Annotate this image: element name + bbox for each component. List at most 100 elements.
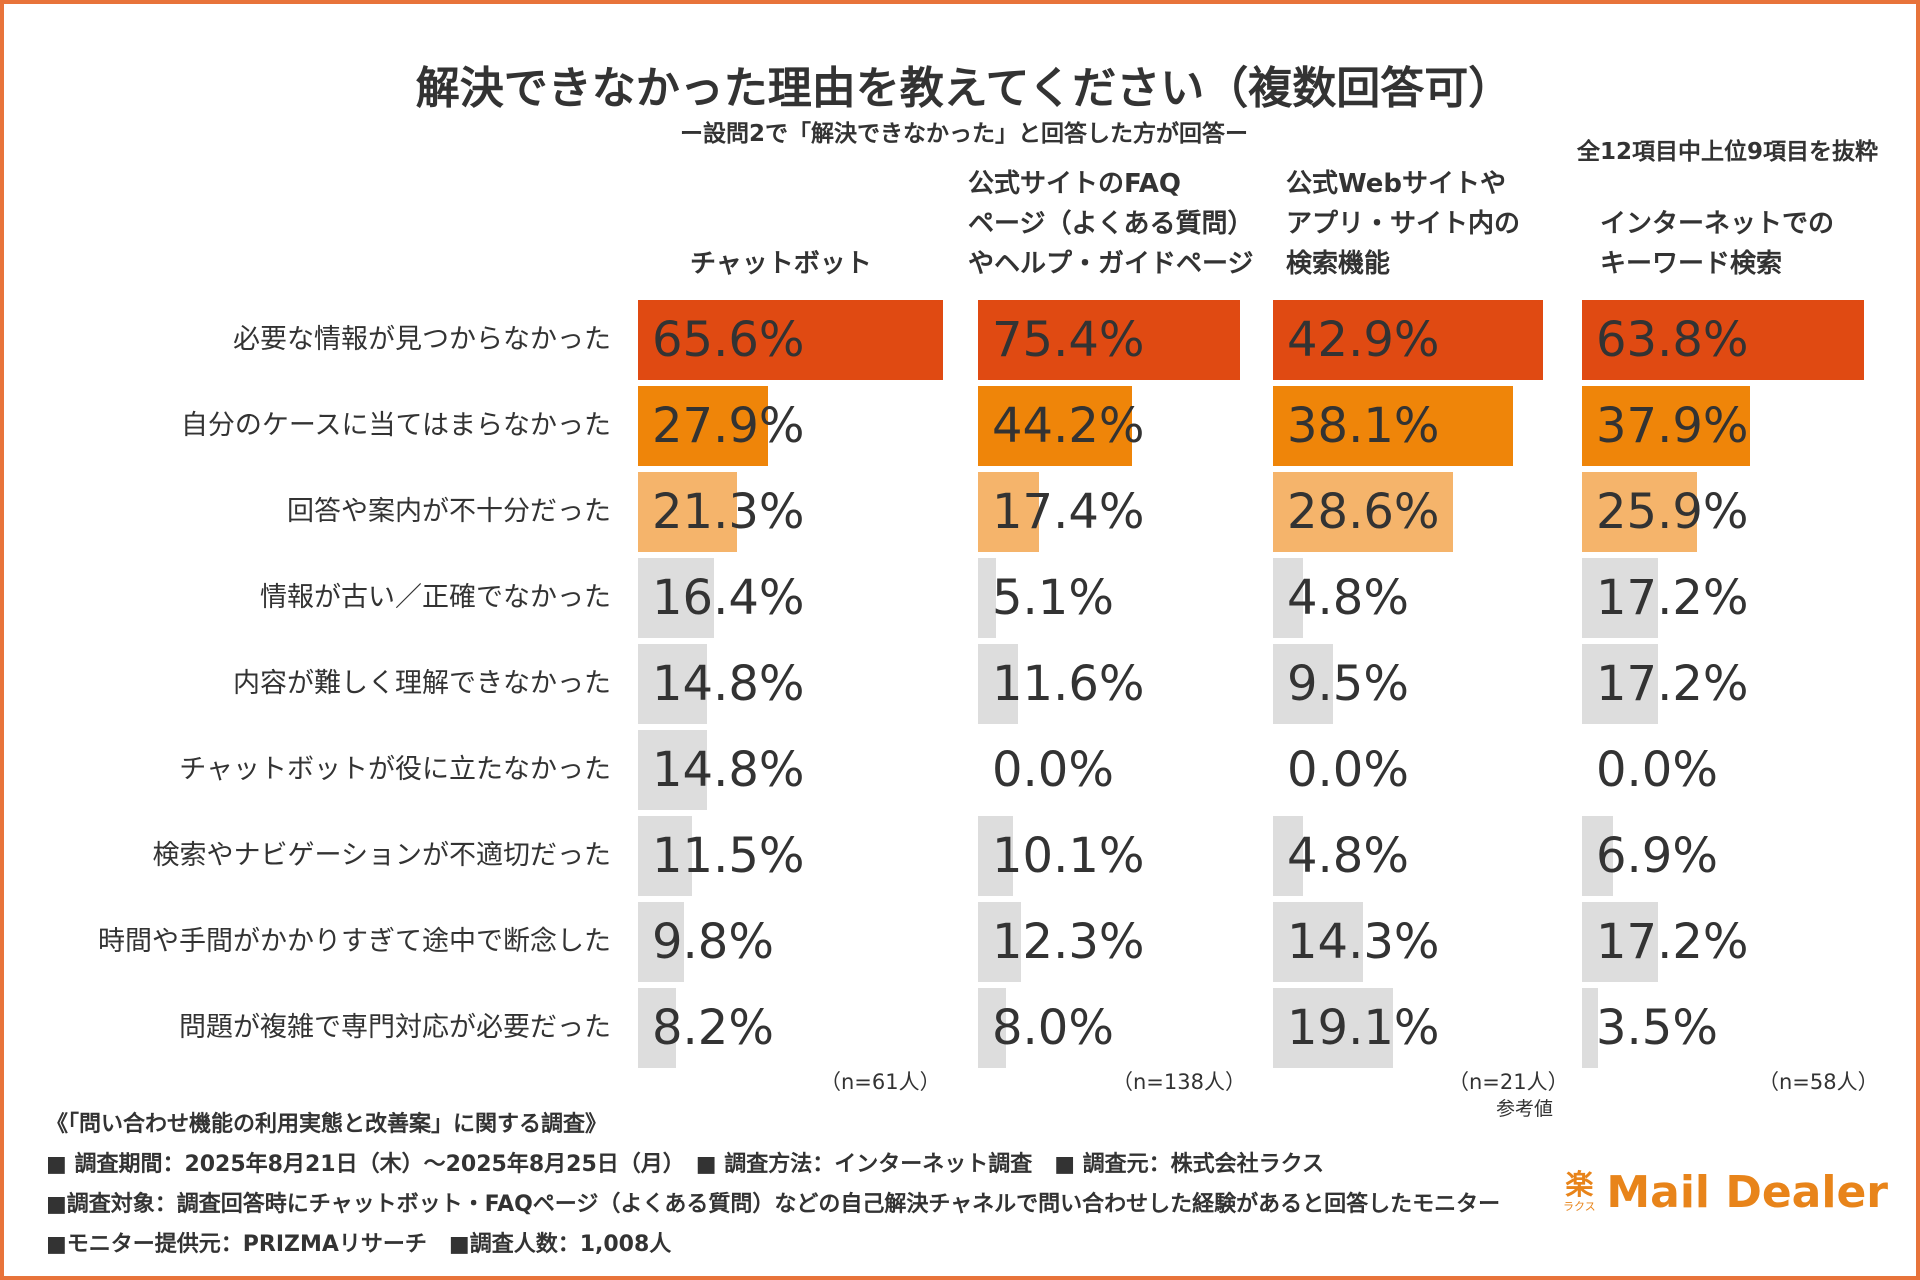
- data-label: 11.5%: [652, 828, 805, 884]
- data-label: 9.5%: [1287, 656, 1409, 712]
- data-label: 5.1%: [992, 570, 1114, 626]
- data-label: 21.3%: [652, 484, 805, 540]
- bar: [638, 386, 768, 466]
- data-label: 0.0%: [992, 742, 1114, 798]
- data-label: 28.6%: [1287, 484, 1440, 540]
- sample-size-label: （n=58人）: [1758, 1070, 1879, 1094]
- sample-size-label: （n=138人）: [1112, 1070, 1246, 1094]
- rakus-logo-mark: 楽 ラクス: [1560, 1166, 1598, 1218]
- sample-size-label: （n=61人）: [820, 1070, 941, 1094]
- bar: [1582, 472, 1697, 552]
- column-header-line: キーワード検索: [1600, 249, 1783, 279]
- column-header-line: 公式サイトのFAQ: [968, 169, 1182, 199]
- bar: [1273, 902, 1363, 982]
- column-header-3: 公式Webサイトや アプリ・サイト内の 検索機能: [1286, 164, 1520, 284]
- bar: [638, 472, 737, 552]
- column-header-1: チャットボット: [690, 244, 872, 284]
- data-label: 63.8%: [1596, 312, 1749, 368]
- logo-mark-sub: ラクス: [1563, 1200, 1596, 1213]
- bar: [1273, 558, 1304, 638]
- survey-info-line-3: ■モニター提供元：PRIZMAリサーチ ■調査人数：1,008人: [46, 1232, 672, 1257]
- bar: [978, 472, 1039, 552]
- data-label: 27.9%: [652, 398, 805, 454]
- sample-size-label: （n=21人）: [1448, 1070, 1569, 1094]
- data-label: 17.2%: [1596, 656, 1749, 712]
- data-label: 4.8%: [1287, 828, 1409, 884]
- bar: [978, 902, 1021, 982]
- column-header-line: 公式Webサイトや: [1286, 169, 1506, 199]
- bar: [1273, 816, 1304, 896]
- selection-note: 全12項目中上位9項目を抜粋: [1576, 139, 1878, 165]
- data-label: 38.1%: [1287, 398, 1440, 454]
- data-label: 11.6%: [992, 656, 1145, 712]
- bar: [978, 816, 1014, 896]
- data-label: 44.2%: [992, 398, 1145, 454]
- data-label: 14.8%: [652, 656, 805, 712]
- bar: [1582, 644, 1658, 724]
- bar: [1582, 300, 1864, 380]
- row-label: 自分のケースに当てはまらなかった: [180, 410, 611, 441]
- data-label: 65.6%: [652, 312, 805, 368]
- bar: [638, 558, 715, 638]
- bar: [978, 558, 996, 638]
- chart-title: 解決できなかった理由を教えてください（複数回答可）: [415, 63, 1513, 114]
- row-label: 必要な情報が見つからなかった: [233, 324, 611, 355]
- data-label: 75.4%: [992, 312, 1145, 368]
- data-label: 17.2%: [1596, 914, 1749, 970]
- bar: [978, 644, 1019, 724]
- bar: [1582, 386, 1750, 466]
- bar: [638, 902, 684, 982]
- row-label: 検索やナビゲーションが不適切だった: [152, 840, 611, 871]
- data-label: 8.2%: [652, 1000, 774, 1056]
- data-label: 14.8%: [652, 742, 805, 798]
- bar: [1273, 988, 1394, 1068]
- bar: [638, 644, 707, 724]
- survey-info-line-1: ■ 調査期間：2025年8月21日（木）〜2025年8月25日（月） ■ 調査方…: [46, 1152, 1324, 1177]
- row-label: 問題が複雑で専門対応が必要だった: [179, 1012, 611, 1043]
- data-label: 17.4%: [992, 484, 1145, 540]
- data-label: 8.0%: [992, 1000, 1114, 1056]
- row-label: 情報が古い／正確でなかった: [260, 582, 611, 613]
- column-header-line: チャットボット: [690, 249, 872, 279]
- row-label: チャットボットが役に立たなかった: [179, 754, 611, 785]
- bar: [978, 386, 1132, 466]
- column-header-line: 検索機能: [1286, 249, 1391, 279]
- column-header-line: インターネットでの: [1600, 209, 1835, 239]
- data-label: 10.1%: [992, 828, 1145, 884]
- survey-title: 《「問い合わせ機能の利用実態と改善案」に関する調査》: [46, 1112, 608, 1137]
- bar: [1273, 300, 1543, 380]
- bar: [638, 816, 692, 896]
- data-label: 3.5%: [1596, 1000, 1718, 1056]
- data-label: 0.0%: [1287, 742, 1409, 798]
- data-label: 6.9%: [1596, 828, 1718, 884]
- data-label: 17.2%: [1596, 570, 1749, 626]
- bar: [978, 300, 1240, 380]
- data-label: 16.4%: [652, 570, 805, 626]
- data-label: 12.3%: [992, 914, 1145, 970]
- bar: [978, 988, 1006, 1068]
- bar: [1273, 472, 1453, 552]
- data-label: 0.0%: [1596, 742, 1718, 798]
- logo-mark-glyph: 楽: [1565, 1168, 1594, 1201]
- row-label: 内容が難しく理解できなかった: [233, 668, 611, 699]
- row-label: 時間や手間がかかりすぎて途中で断念した: [98, 926, 611, 957]
- data-label: 14.3%: [1287, 914, 1440, 970]
- data-label: 9.8%: [652, 914, 774, 970]
- bar: [1582, 902, 1658, 982]
- bar: [638, 730, 707, 810]
- bar: [638, 300, 943, 380]
- chart-subtitle: ー設問2で「解決できなかった」と回答した方が回答ー: [679, 121, 1248, 147]
- bar: [1582, 988, 1598, 1068]
- data-label: 37.9%: [1596, 398, 1749, 454]
- data-label: 19.1%: [1287, 1000, 1440, 1056]
- row-label: 回答や案内が不十分だった: [287, 496, 611, 527]
- data-label: 4.8%: [1287, 570, 1409, 626]
- bar: [1273, 386, 1513, 466]
- column-header-2: 公式サイトのFAQ ページ（よくある質問） やヘルプ・ガイドページ: [968, 164, 1253, 284]
- reference-value-note: 参考値: [1496, 1098, 1554, 1120]
- bar: [1273, 644, 1333, 724]
- survey-info-line-2: ■調査対象：調査回答時にチャットボット・FAQページ（よくある質問）などの自己解…: [46, 1192, 1501, 1217]
- column-header-line: やヘルプ・ガイドページ: [968, 249, 1254, 279]
- data-label: 25.9%: [1596, 484, 1749, 540]
- logo-text: Mail Dealer: [1606, 1166, 1888, 1218]
